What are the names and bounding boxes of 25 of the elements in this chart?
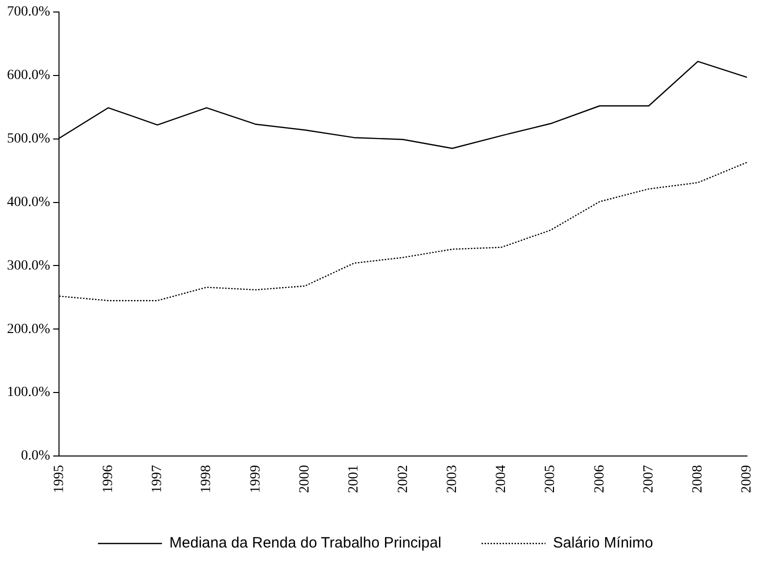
x-tick-label: 2003: [444, 465, 460, 493]
x-tick-label: 2004: [494, 465, 510, 493]
legend-label: Salário Mínimo: [553, 534, 654, 552]
y-tick-label: 400.0%: [6, 194, 50, 210]
y-tick-label: 600.0%: [6, 68, 50, 84]
x-tick-label: 1998: [199, 465, 214, 493]
x-tick-label: 2001: [346, 465, 362, 493]
x-tick-label: 1997: [150, 465, 166, 493]
y-tick-label: 500.0%: [6, 132, 50, 147]
x-tick-label: 2007: [641, 465, 656, 493]
x-tick-label: 2006: [592, 465, 608, 493]
y-tick-label: 0.0%: [20, 448, 50, 464]
y-tick-label: 700.0%: [6, 4, 50, 20]
x-tick-label: 2002: [396, 465, 411, 493]
x-tick-label: 1995: [52, 465, 67, 493]
legend-label: Mediana da Renda do Trabalho Principal: [169, 534, 442, 552]
x-tick-label: 2009: [740, 465, 755, 493]
y-tick-label: 200.0%: [6, 322, 50, 337]
x-tick-label: 2000: [297, 465, 312, 493]
x-tick-label: 2008: [690, 465, 706, 493]
y-tick-label: 100.0%: [6, 385, 50, 400]
x-tick-label: 2005: [543, 465, 558, 493]
x-tick-label: 1999: [248, 465, 264, 493]
x-tick-label: 1996: [100, 465, 116, 493]
y-tick-label: 300.0%: [6, 258, 50, 274]
